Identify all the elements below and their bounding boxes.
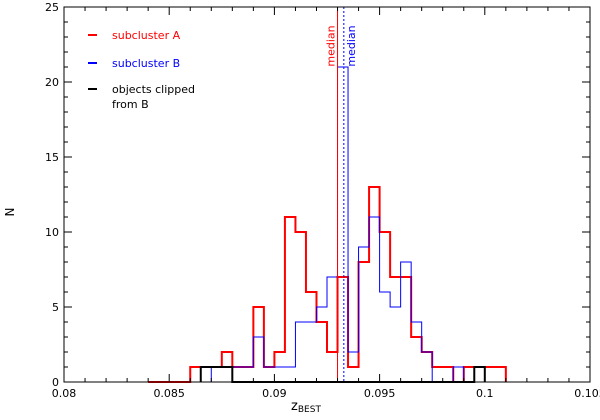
- legend-label-line: subcluster A: [112, 29, 181, 42]
- legend-label-2: subcluster B: [112, 57, 180, 70]
- median-label-1: median: [325, 25, 338, 66]
- legend-label-3: objects clipped from B: [112, 83, 195, 111]
- x-axis-label-main: z: [291, 399, 298, 414]
- series-layer: [148, 66, 507, 383]
- y-tick-label: 20: [45, 76, 59, 89]
- x-tick-label: 0.095: [364, 387, 396, 400]
- series-3-histogram: [199, 366, 486, 383]
- legend: subcluster A subcluster B objects clipped f…: [88, 29, 195, 111]
- x-axis-label-sub: BEST: [298, 405, 322, 415]
- x-tick-label: 0.09: [262, 387, 287, 400]
- x-tick-label: 0.105: [574, 387, 600, 400]
- y-tick-label: 5: [52, 301, 59, 314]
- plot-frame: [63, 6, 591, 383]
- series-1-histogram: [148, 186, 507, 383]
- y-tick-label: 10: [45, 226, 59, 239]
- x-axis-label: zBEST: [291, 399, 321, 415]
- legend-label-1: subcluster A: [112, 29, 181, 42]
- median-lines: median median: [325, 7, 358, 382]
- x-tick-label: 0.085: [153, 387, 185, 400]
- x-tick-label: 0.1: [476, 387, 494, 400]
- x-tick-label: 0.08: [52, 387, 77, 400]
- y-axis-label: N: [3, 208, 17, 217]
- legend-label-line: subcluster B: [112, 57, 180, 70]
- median-label-2: median: [345, 25, 358, 66]
- y-tick-label: 0: [52, 376, 59, 389]
- y-tick-label: 15: [45, 151, 59, 164]
- legend-label-line: from B: [112, 98, 149, 111]
- y-tick-label: 25: [45, 1, 59, 14]
- series-2-histogram: [210, 66, 465, 383]
- axes: 0.08 0.085 0.09 0.095 0.1 0.105 0 5 10 15 20 25 zBES…: [3, 1, 600, 415]
- legend-label-line: objects clipped: [112, 83, 195, 96]
